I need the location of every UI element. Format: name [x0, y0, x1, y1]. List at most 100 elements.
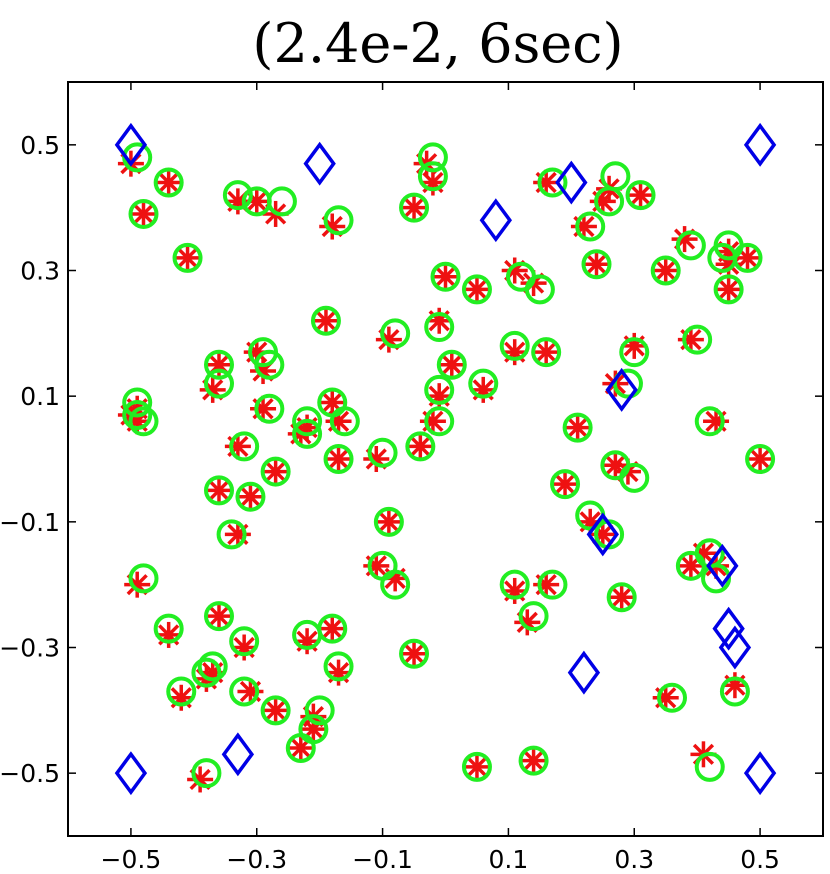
star-marker — [401, 640, 428, 667]
star-marker — [155, 169, 182, 196]
circle-marker — [204, 475, 234, 506]
circle-marker — [367, 437, 398, 468]
circle-marker — [694, 406, 725, 437]
star-marker — [325, 446, 352, 472]
circle-marker — [606, 582, 637, 613]
circle-marker — [436, 349, 467, 380]
star-marker — [533, 169, 560, 196]
star-marker — [501, 257, 528, 284]
star-marker — [312, 307, 339, 334]
circle-marker — [317, 613, 348, 644]
circle-marker — [229, 676, 260, 707]
diamond-marker — [586, 512, 619, 557]
circle-marker — [594, 186, 625, 217]
x-tick-label: −0.3 — [226, 845, 287, 874]
circle-marker — [122, 400, 153, 431]
star-marker — [514, 609, 541, 636]
circle-marker — [172, 242, 203, 273]
y-tick-label: −0.1 — [0, 508, 60, 537]
circle-marker — [399, 638, 430, 669]
circle-marker — [405, 431, 436, 462]
star-marker — [174, 244, 201, 271]
star-marker — [407, 433, 434, 460]
circle-marker — [518, 745, 549, 776]
circle-marker — [619, 462, 650, 493]
star-marker — [715, 276, 742, 303]
star-marker — [533, 339, 560, 366]
circle-marker — [292, 418, 323, 449]
circle-marker — [380, 318, 411, 349]
star-marker — [564, 414, 591, 441]
circle-marker — [675, 230, 706, 261]
circle-marker — [417, 142, 448, 173]
star-marker — [463, 753, 490, 780]
circle-marker — [524, 274, 555, 305]
circle-marker — [424, 374, 455, 405]
circle-marker — [417, 161, 448, 192]
circle-marker — [424, 406, 455, 437]
axes-frame — [67, 81, 824, 837]
x-tick-label: −0.1 — [352, 845, 413, 874]
diamond-marker — [706, 543, 739, 588]
star-marker — [671, 226, 698, 253]
circle-marker — [600, 161, 631, 192]
diamond-marker — [743, 122, 777, 167]
circle-marker — [254, 393, 285, 424]
circle-marker — [499, 569, 530, 600]
y-tick-label: 0.1 — [20, 382, 60, 411]
star-marker — [262, 697, 289, 724]
y-tick-label: −0.3 — [0, 634, 60, 663]
chart-title: (2.4e-2, 6sec) — [252, 12, 623, 75]
star-marker — [583, 251, 610, 278]
circle-marker — [285, 733, 316, 764]
circle-marker — [304, 695, 335, 726]
star-marker — [608, 584, 635, 611]
y-tick-label: −0.5 — [0, 759, 60, 788]
circle-marker — [380, 569, 411, 600]
circle-marker — [650, 255, 681, 286]
star-marker — [199, 376, 226, 403]
circle-marker — [619, 337, 650, 368]
star-marker — [375, 508, 402, 535]
circle-marker — [612, 368, 643, 399]
circle-marker — [254, 349, 285, 380]
star-marker — [319, 615, 346, 642]
circle-marker — [122, 387, 153, 418]
markers-layer — [114, 122, 777, 796]
circle-marker — [235, 481, 266, 512]
diamond-marker — [605, 367, 638, 412]
circle-marker — [550, 469, 581, 500]
circle-marker — [373, 506, 404, 537]
diamond-marker — [479, 198, 513, 243]
star-marker — [237, 483, 264, 510]
circle-marker — [266, 186, 297, 217]
diamond-marker — [555, 160, 588, 205]
circle-marker — [260, 456, 291, 487]
circle-marker — [424, 312, 455, 343]
circle-marker — [562, 412, 593, 443]
star-marker — [652, 257, 679, 284]
circle-marker — [575, 211, 606, 242]
diamond-marker — [114, 122, 148, 167]
x-tick-label: 0.3 — [614, 845, 654, 874]
circle-marker — [323, 444, 354, 474]
circle-marker — [581, 249, 612, 280]
circle-marker — [682, 324, 713, 355]
circle-marker — [719, 676, 750, 707]
x-tick-label: 0.5 — [740, 845, 780, 874]
circle-marker — [399, 192, 430, 223]
circle-marker — [694, 751, 725, 782]
star-marker — [438, 351, 465, 378]
circle-marker — [292, 406, 323, 437]
diamond-marker — [567, 650, 601, 695]
x-tick-label: 0.1 — [489, 845, 529, 874]
star-marker — [206, 351, 232, 378]
circle-marker — [657, 682, 687, 713]
circle-marker — [518, 601, 549, 632]
diamond-marker — [743, 751, 777, 796]
circle-marker — [430, 261, 461, 292]
star-marker — [130, 200, 157, 227]
star-marker — [520, 747, 547, 774]
circle-marker — [713, 274, 744, 305]
diamond-marker — [303, 141, 336, 186]
